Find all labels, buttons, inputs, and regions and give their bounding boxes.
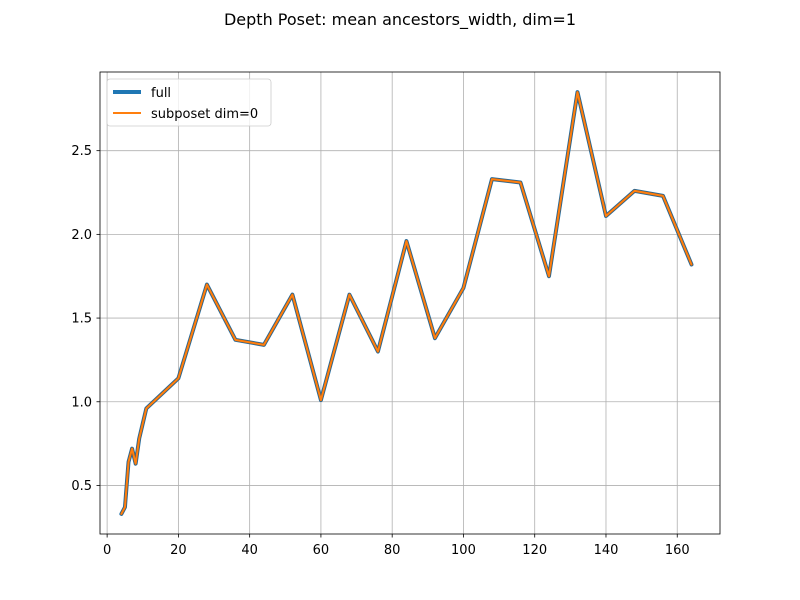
axes-ticks: 0 20 40 60 80 100 120 140 160 0.5 1.0 1.5 2.0 2.5 [71, 144, 689, 558]
grid [100, 72, 720, 534]
x-tick-label: 20 [170, 543, 187, 558]
x-tick-label: 120 [522, 543, 547, 558]
legend-label: subposet dim=0 [151, 107, 258, 122]
legend: full subposet dim=0 [106, 78, 272, 127]
legend-label: full [151, 86, 171, 101]
x-tick-label: 140 [594, 543, 619, 558]
x-tick-label: 80 [384, 543, 401, 558]
y-tick-label: 1.0 [71, 395, 92, 410]
x-tick-label: 0 [103, 543, 111, 558]
x-tick-label: 40 [241, 543, 258, 558]
series-line-2 [120, 91, 693, 515]
y-tick-label: 2.0 [71, 228, 92, 243]
series-group [119, 90, 694, 516]
y-tick-label: 0.5 [71, 479, 92, 494]
plot-frame [99, 71, 721, 535]
x-tick-label: 160 [665, 543, 690, 558]
y-tick-label: 2.5 [71, 144, 92, 159]
legend-box [106, 78, 272, 127]
x-tick-label: 60 [313, 543, 330, 558]
plot-area [100, 72, 720, 534]
chart-title: Depth Poset: mean ancestors_width, dim=1 [224, 10, 576, 30]
y-tick-label: 1.5 [71, 312, 92, 327]
x-tick-label: 100 [451, 543, 476, 558]
